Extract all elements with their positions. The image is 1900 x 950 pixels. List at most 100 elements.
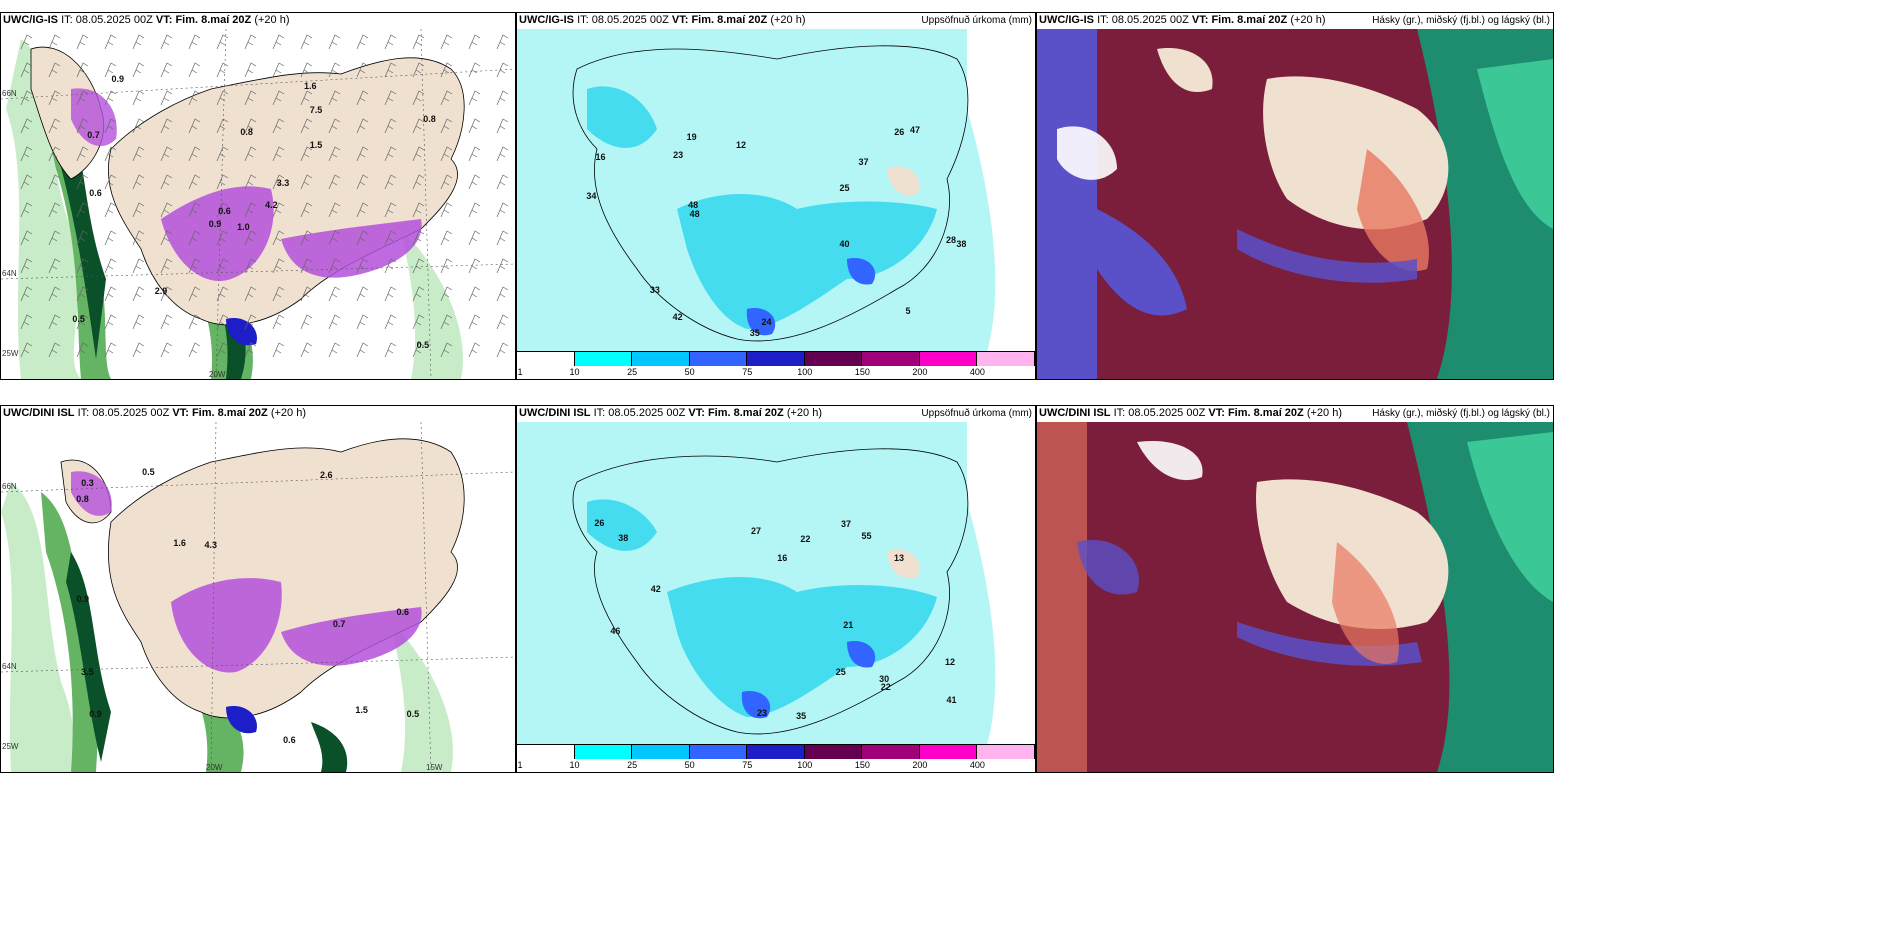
wind-barb (496, 258, 509, 274)
wind-barb (20, 90, 33, 106)
wind-barb (356, 34, 369, 50)
cloud-map[interactable] (1037, 29, 1553, 379)
precip-map[interactable]: 16 22 26 13 23 27 35 37 42 46 30 22 21 38 41 55 12 25 (517, 422, 1035, 745)
wind-barb (216, 174, 229, 190)
wind-barb (328, 202, 341, 218)
wind-barb (76, 258, 89, 274)
map-value-label: 24 (761, 316, 772, 327)
lat-label: 66N (2, 89, 17, 98)
colorbar-tick-label: 200 (912, 367, 928, 377)
lead-time: (+20 h) (254, 14, 290, 26)
wind-barb (216, 286, 229, 302)
wind-barb (216, 118, 229, 134)
wind-barb (76, 90, 89, 106)
wind-map[interactable]: 66N 64N 25W 20W 1.0 0.7 0.6 0.5 3.3 2.9 1.6 0.8… (1, 29, 515, 379)
wind-barb (468, 314, 481, 330)
map-value-label: 1.6 (173, 538, 186, 549)
map-value-label: 0.6 (283, 734, 296, 745)
wind-barb (384, 118, 397, 134)
wind-barb (48, 34, 61, 50)
lon-label: 20W (209, 370, 226, 379)
colorbar-swatch (977, 745, 1035, 759)
map-value-label: 12 (944, 656, 955, 667)
map-value-label: 0.7 (332, 619, 346, 630)
map-value-label: 13 (894, 552, 905, 563)
panel-wind-dini: UWC/DINI ISL IT: 08.05.2025 00Z VT: Fim.… (0, 405, 516, 773)
wind-barb (160, 314, 173, 330)
wind-barb (412, 62, 425, 78)
map-value-label: 16 (595, 152, 606, 163)
wind-barb (244, 62, 257, 78)
map-value-label: 34 (586, 190, 597, 201)
wind-barb (300, 118, 313, 134)
wind-barb (272, 342, 285, 358)
map-value-label: 0.8 (76, 494, 89, 505)
panel-header: UWC/DINI ISL IT: 08.05.2025 00Z VT: Fim.… (519, 407, 822, 420)
wind-barb (20, 286, 33, 302)
wind-barb (496, 34, 509, 50)
wind-barb (76, 286, 89, 302)
wind-barb (384, 342, 397, 358)
wind-barb (132, 230, 145, 246)
model-name: UWC/IG-IS (3, 14, 58, 26)
wind-barb (160, 286, 173, 302)
panel-cloud-dini: UWC/DINI ISL IT: 08.05.2025 00Z VT: Fim.… (1036, 405, 1554, 773)
wind-barb (300, 62, 313, 78)
wind-barb (356, 174, 369, 190)
wind-barb (300, 258, 313, 274)
wind-barb (272, 202, 285, 218)
map-value-label: 5 (905, 305, 911, 316)
map-value-label: 0.8 (240, 127, 253, 138)
wind-barb (272, 62, 285, 78)
map-value-label: 0.9 (76, 593, 90, 604)
wind-barb (384, 34, 397, 50)
colorbar-swatch (517, 352, 575, 366)
map-value-label: 26 (594, 518, 605, 529)
map-value-label: 26 (894, 127, 905, 138)
precip-map[interactable]: 16 23 25 24 26 35 40 48 47 38 28 19 37 33 34 42 48 12 5 (517, 29, 1035, 352)
wind-barb (496, 286, 509, 302)
model-name: UWC/IG-IS (1039, 14, 1094, 26)
map-value-label: 0.5 (406, 709, 420, 720)
map-value-label: 30 (879, 673, 890, 684)
wind-barb (104, 230, 117, 246)
wind-barb (244, 202, 257, 218)
wind-barb (496, 202, 509, 218)
map-value-label: 23 (757, 708, 768, 719)
map-value-label: 23 (673, 150, 684, 161)
wind-barb (384, 286, 397, 302)
wind-barb (272, 314, 285, 330)
map-value-label: 7.5 (309, 104, 323, 115)
colorbar-swatch (747, 745, 805, 759)
wind-barb (496, 342, 509, 358)
wind-barb (356, 90, 369, 106)
cloud-map[interactable] (1037, 422, 1553, 772)
wind-barb (20, 34, 33, 50)
wind-barb (496, 146, 509, 162)
colorbar-tick-label: 75 (742, 760, 753, 770)
wind-barb (244, 342, 257, 358)
valid-time: VT: Fim. 8.maí 20Z (172, 407, 268, 419)
colorbar-tick-label: 50 (684, 760, 695, 770)
map-value-label: 0.9 (89, 708, 102, 719)
wind-barb (132, 286, 145, 302)
wind-barb (20, 342, 33, 358)
map-value-label: 22 (880, 682, 891, 693)
wind-barb (76, 230, 89, 246)
wind-barb (76, 202, 89, 218)
colorbar-tick-label: 100 (797, 760, 813, 770)
wind-barb (104, 34, 117, 50)
map-value-label: 0.6 (396, 606, 409, 617)
colorbar-swatch (632, 745, 690, 759)
map-value-label: 0.5 (72, 313, 85, 324)
wind-barb (216, 90, 229, 106)
wind-map[interactable]: 66N 64N 25W 20W 15W 0.7 0.6 0.9 0.5 4.3 1.5 3.… (1, 422, 515, 772)
valid-time: VT: Fim. 8.maí 20Z (688, 407, 784, 419)
wind-barb (328, 118, 341, 134)
colorbar-tick-label: 100 (797, 367, 813, 377)
wind-barb (440, 146, 453, 162)
colorbar-swatch (977, 352, 1035, 366)
colorbar-swatch (574, 352, 633, 366)
wind-barb (188, 62, 201, 78)
lead-time: (+20 h) (1306, 407, 1342, 419)
